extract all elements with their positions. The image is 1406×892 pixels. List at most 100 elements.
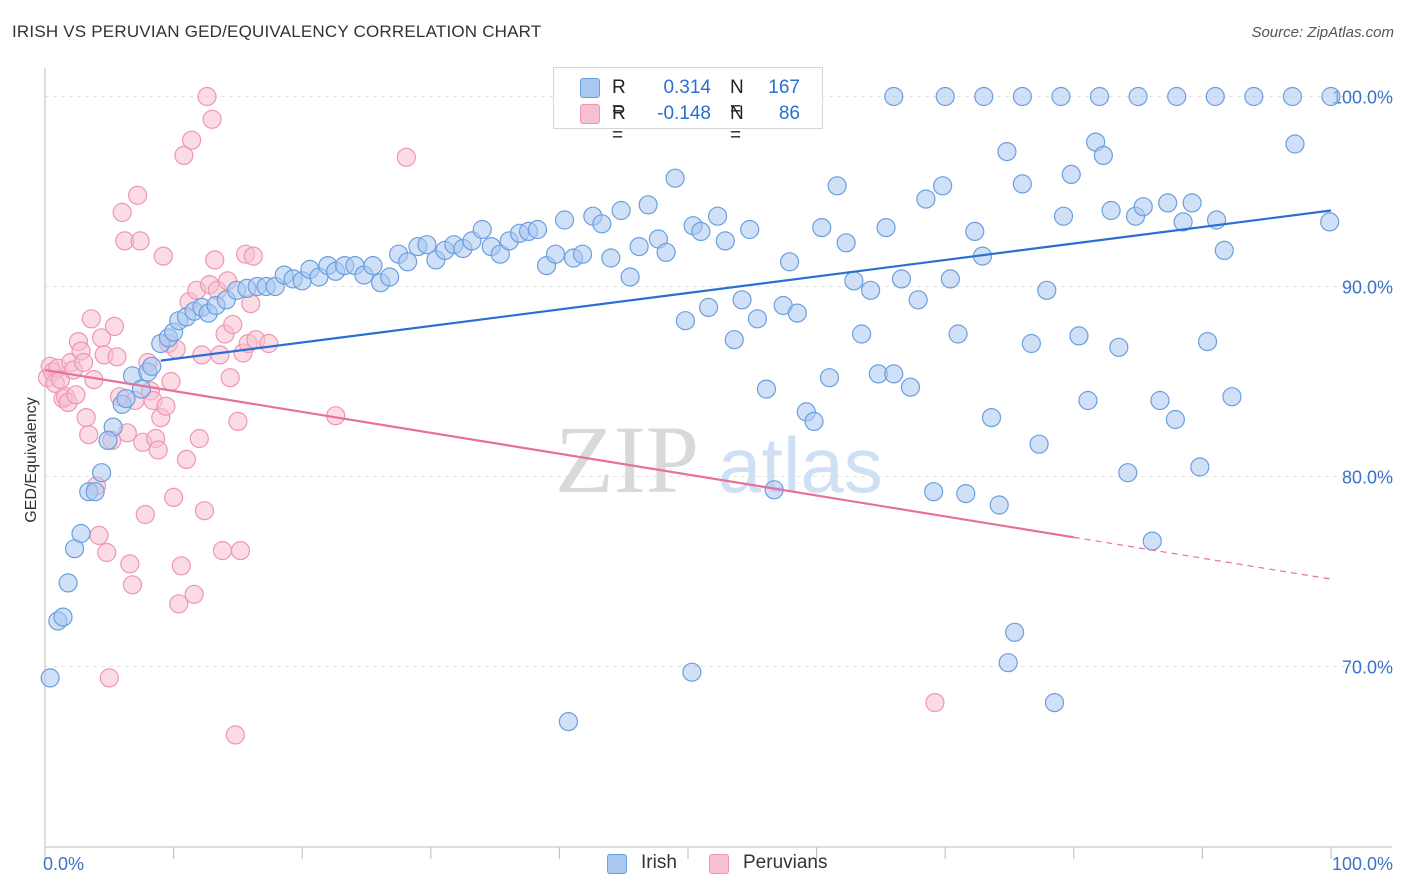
peruvian-point xyxy=(112,202,132,222)
irish-point xyxy=(1128,86,1148,107)
irish-point xyxy=(916,189,936,209)
irish-point xyxy=(1051,86,1071,107)
irish-point xyxy=(675,311,696,331)
irish-point xyxy=(1214,240,1234,260)
peruvian-point xyxy=(169,594,189,614)
chart-title: IRISH VS PERUVIAN GED/EQUIVALENCY CORREL… xyxy=(12,22,542,41)
irish-point xyxy=(1142,531,1162,551)
peruvian-point xyxy=(156,396,176,416)
peruvian-point xyxy=(99,668,119,688)
irish-point xyxy=(1222,387,1242,407)
peruvian-point xyxy=(176,449,197,469)
irish-point xyxy=(1118,463,1138,483)
irish-point xyxy=(142,356,162,376)
irish-point xyxy=(665,168,685,188)
irish-point xyxy=(417,235,437,255)
irish-point xyxy=(787,303,807,323)
peruvian-point xyxy=(259,333,279,354)
peruvian-point xyxy=(223,314,243,335)
irish-point xyxy=(1190,457,1210,477)
irish-point xyxy=(747,309,768,329)
irish-point xyxy=(91,463,112,483)
watermark: ZIP atlas xyxy=(555,406,883,513)
irish-point xyxy=(836,233,856,253)
irish-point xyxy=(924,482,944,502)
peruvian-point xyxy=(225,725,245,745)
irish-point xyxy=(948,324,968,344)
irish-point xyxy=(1282,86,1303,107)
irish-n-value: 167 xyxy=(768,77,800,98)
irish-point xyxy=(98,430,118,450)
peruvian-point xyxy=(184,584,204,604)
irish-point xyxy=(629,237,649,257)
peruvian-point xyxy=(148,440,168,460)
watermark-zip: ZIP xyxy=(555,406,699,513)
peruvian-point xyxy=(230,540,251,561)
peruvian-point xyxy=(89,525,109,546)
irish-point xyxy=(691,221,711,241)
irish-point xyxy=(656,242,676,262)
irish-point xyxy=(884,364,904,384)
irish-point xyxy=(1061,164,1081,184)
irish-point xyxy=(527,219,548,240)
irish-point xyxy=(933,176,953,196)
peru-legend-swatch xyxy=(709,854,729,874)
irish-swatch xyxy=(580,78,600,98)
peruvian-point xyxy=(189,428,209,449)
peruvian-point xyxy=(228,411,248,431)
peruvian-point xyxy=(164,487,184,507)
y-tick-label: 70.0% xyxy=(1342,658,1393,678)
irish-point xyxy=(638,195,658,215)
irish-point xyxy=(1244,86,1264,107)
irish-point xyxy=(131,379,152,399)
irish-point xyxy=(1109,337,1129,357)
irish-point xyxy=(1197,332,1218,352)
irish-point xyxy=(1320,212,1340,232)
peru-r-value: -0.148 xyxy=(657,103,711,124)
irish-point xyxy=(1133,197,1153,217)
irish-point xyxy=(974,86,994,107)
peruvian-point xyxy=(81,309,101,329)
irish-r-label: R = xyxy=(612,77,626,120)
peruvian-point xyxy=(205,250,225,270)
y-tick-label: 80.0% xyxy=(1342,468,1393,488)
peruvian-point xyxy=(212,540,233,561)
irish-point xyxy=(1078,390,1098,411)
x-tick-label: 100.0% xyxy=(1332,854,1393,874)
irish-point xyxy=(1205,86,1225,107)
peruvian-point xyxy=(135,504,155,525)
irish-point xyxy=(1093,145,1113,165)
irish-point xyxy=(1173,212,1193,232)
stats-legend: R = 0.314 N = 167 R = -0.148 N = 86 xyxy=(553,67,823,146)
irish-point xyxy=(756,379,777,399)
x-tick-label: 0.0% xyxy=(43,854,84,874)
irish-point xyxy=(472,219,492,240)
irish-point xyxy=(707,206,728,226)
irish-legend-label: Irish xyxy=(641,852,677,873)
irish-point xyxy=(40,668,60,688)
watermark-atlas: atlas xyxy=(718,421,883,509)
irish-point xyxy=(1053,206,1074,226)
irish-point xyxy=(1321,86,1341,107)
peruvian-point xyxy=(197,86,217,107)
irish-point xyxy=(1012,86,1032,107)
irish-r-value: 0.314 xyxy=(663,77,711,98)
irish-point xyxy=(812,218,832,238)
peru-swatch xyxy=(580,104,600,124)
irish-point xyxy=(1069,326,1089,346)
irish-point xyxy=(558,711,579,732)
irish-point xyxy=(724,330,744,350)
irish-point xyxy=(554,210,575,230)
irish-point xyxy=(1021,333,1041,354)
irish-point xyxy=(997,142,1017,162)
irish-point xyxy=(85,482,105,502)
irish-point xyxy=(844,271,864,291)
irish-point xyxy=(827,176,847,196)
peru-n-value: 86 xyxy=(778,103,800,124)
irish-point xyxy=(53,607,73,627)
irish-point xyxy=(601,248,621,268)
irish-point xyxy=(398,252,418,272)
peru-r-label: R = xyxy=(612,103,626,146)
irish-point xyxy=(861,280,881,300)
